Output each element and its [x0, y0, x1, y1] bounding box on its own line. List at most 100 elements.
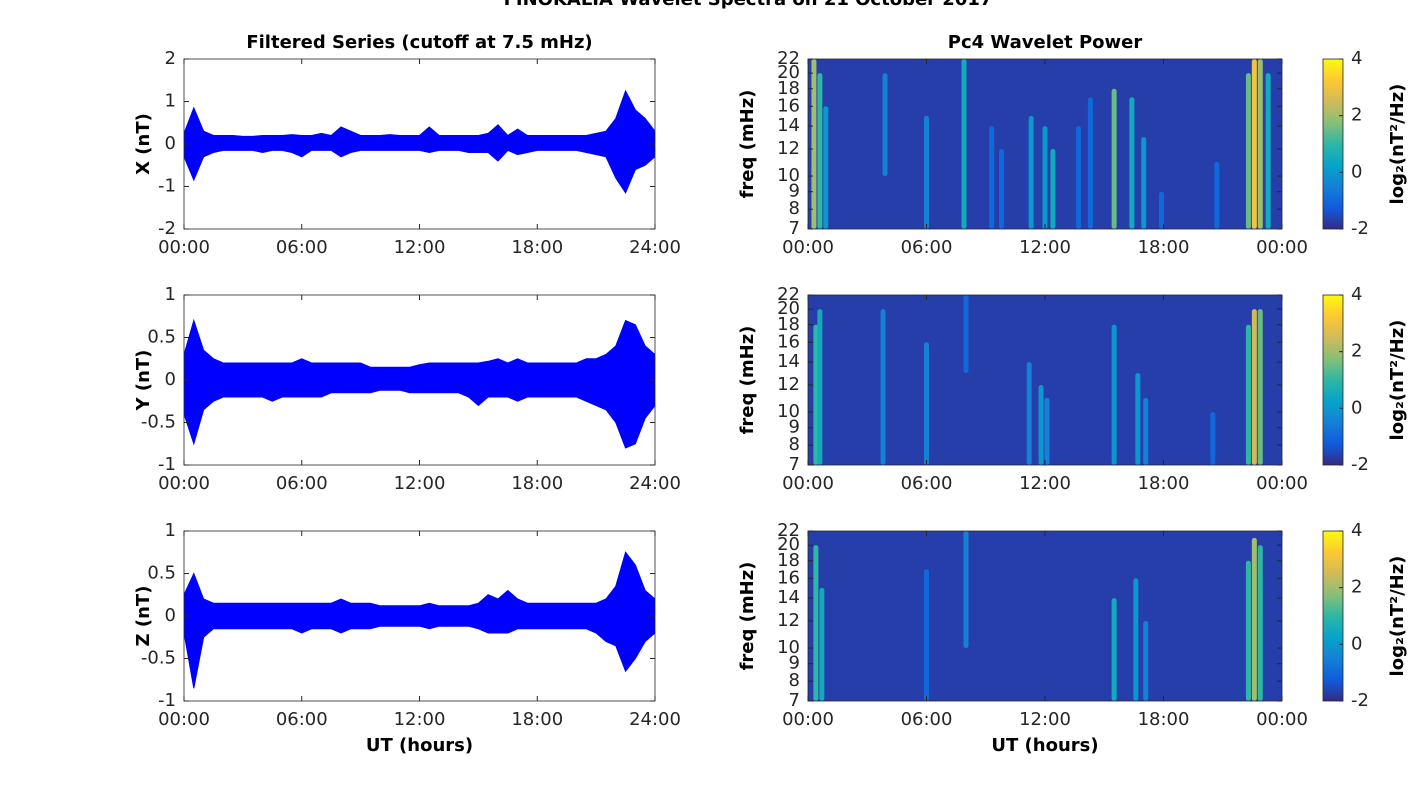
colorbar-label: log₂(nT²/Hz) [1387, 84, 1408, 205]
signal-envelope [184, 551, 655, 689]
power-burst [813, 545, 819, 701]
power-burst [1143, 620, 1149, 701]
power-burst [882, 73, 888, 177]
x-tick-label: 18:00 [1138, 709, 1190, 730]
power-burst [1111, 88, 1117, 229]
signal-envelope [184, 318, 655, 449]
power-burst [1245, 73, 1251, 229]
colorbar-tick-label: 4 [1351, 284, 1362, 305]
plot-area [184, 551, 655, 689]
x-axis-label: UT (hours) [991, 735, 1098, 756]
colorbar-tick-label: 0 [1351, 397, 1362, 418]
power-burst [1111, 598, 1117, 701]
power-burst [1042, 126, 1048, 229]
power-burst [989, 126, 995, 229]
y-axis-label: freq (mHz) [737, 326, 758, 435]
x-tick-label: 12:00 [394, 473, 446, 494]
colorbar-tick-label: 2 [1351, 577, 1362, 598]
power-burst [1214, 161, 1220, 229]
plot-area [808, 59, 1282, 229]
x-tick-label: 06:00 [276, 709, 328, 730]
x-tick-label: 12:00 [394, 709, 446, 730]
power-burst [924, 342, 929, 465]
y-axis-label: X (nT) [133, 113, 154, 175]
y-tick-label: 14 [777, 115, 800, 136]
x-tick-label: 18:00 [1138, 473, 1190, 494]
x-tick-label: 24:00 [629, 237, 681, 258]
colorbar [1322, 58, 1344, 230]
power-burst [1050, 148, 1056, 229]
y-tick-label: 8 [789, 670, 800, 691]
power-burst [1129, 97, 1135, 229]
x-tick-label: 06:00 [276, 473, 328, 494]
y-tick-label: 12 [777, 374, 800, 395]
axes-title: Filtered Series (cutoff at 7.5 mHz) [246, 32, 592, 53]
y-tick-label: 16 [777, 331, 800, 352]
power-burst [1210, 412, 1216, 465]
y-tick-label: 9 [789, 417, 800, 438]
y-tick-label: 9 [789, 181, 800, 202]
y-tick-label: 22 [777, 284, 800, 305]
y-tick-label: 18 [777, 550, 800, 571]
y-tick-label: 14 [777, 351, 800, 372]
colorbar-tick-label: -2 [1351, 690, 1369, 711]
colorbar-tick-label: 2 [1351, 341, 1362, 362]
y-tick-label: 18 [777, 314, 800, 335]
colorbar-tick-label: 4 [1351, 520, 1362, 541]
y-tick-label: 8 [789, 198, 800, 219]
y-tick-label: 14 [777, 587, 800, 608]
y-tick-label: 16 [777, 95, 800, 116]
y-tick-label: 7 [789, 454, 800, 475]
y-tick-label: -1 [158, 454, 176, 475]
power-burst [1245, 560, 1251, 701]
x-tick-label: 06:00 [901, 709, 953, 730]
power-burst [1265, 73, 1271, 229]
power-burst [1245, 324, 1251, 465]
power-burst [1251, 309, 1257, 465]
x-tick-label: 06:00 [276, 237, 328, 258]
x-tick-label: 18:00 [1138, 237, 1190, 258]
power-burst [1143, 397, 1149, 465]
y-tick-label: 20 [777, 62, 800, 83]
power-burst [1133, 578, 1139, 701]
power-burst [1257, 59, 1263, 229]
plot-area [808, 531, 1282, 701]
x-axis-label: UT (hours) [366, 735, 473, 756]
y-tick-label: 22 [777, 520, 800, 541]
colorbar-tick-label: 0 [1351, 633, 1362, 654]
colorbar-label: log₂(nT²/Hz) [1387, 320, 1408, 441]
power-burst [1111, 324, 1117, 465]
y-tick-label: 2 [165, 48, 176, 69]
x-tick-label: 18:00 [511, 709, 563, 730]
x-tick-label: 00:00 [782, 237, 834, 258]
y-axis-label: freq (mHz) [737, 562, 758, 671]
y-tick-label: -0.5 [141, 412, 176, 433]
x-tick-label: 12:00 [394, 237, 446, 258]
power-burst [924, 569, 929, 701]
figure-title: FINOKALIA Wavelet Spectra on 21 October … [504, 0, 993, 10]
power-burst [823, 106, 829, 229]
x-tick-label: 00:00 [158, 709, 210, 730]
y-tick-label: 22 [777, 48, 800, 69]
colorbar-label: log₂(nT²/Hz) [1387, 556, 1408, 677]
x-tick-label: 24:00 [629, 473, 681, 494]
y-tick-label: 0 [165, 133, 176, 154]
y-tick-label: -1 [158, 690, 176, 711]
power-burst [880, 309, 886, 465]
power-burst [811, 59, 817, 229]
y-tick-label: 7 [789, 218, 800, 239]
colorbar-tick-label: 2 [1351, 105, 1362, 126]
plot-area [184, 318, 655, 449]
y-tick-label: 9 [789, 653, 800, 674]
power-burst [1159, 191, 1165, 229]
colorbar-tick-label: 4 [1351, 48, 1362, 69]
y-axis-label: freq (mHz) [737, 90, 758, 199]
y-tick-label: 18 [777, 78, 800, 99]
plot-area [184, 89, 655, 194]
y-tick-label: 7 [789, 690, 800, 711]
y-tick-label: 20 [777, 534, 800, 555]
power-burst [1135, 373, 1141, 465]
power-burst [1076, 126, 1082, 229]
y-tick-label: 20 [777, 298, 800, 319]
y-tick-label: 12 [777, 138, 800, 159]
